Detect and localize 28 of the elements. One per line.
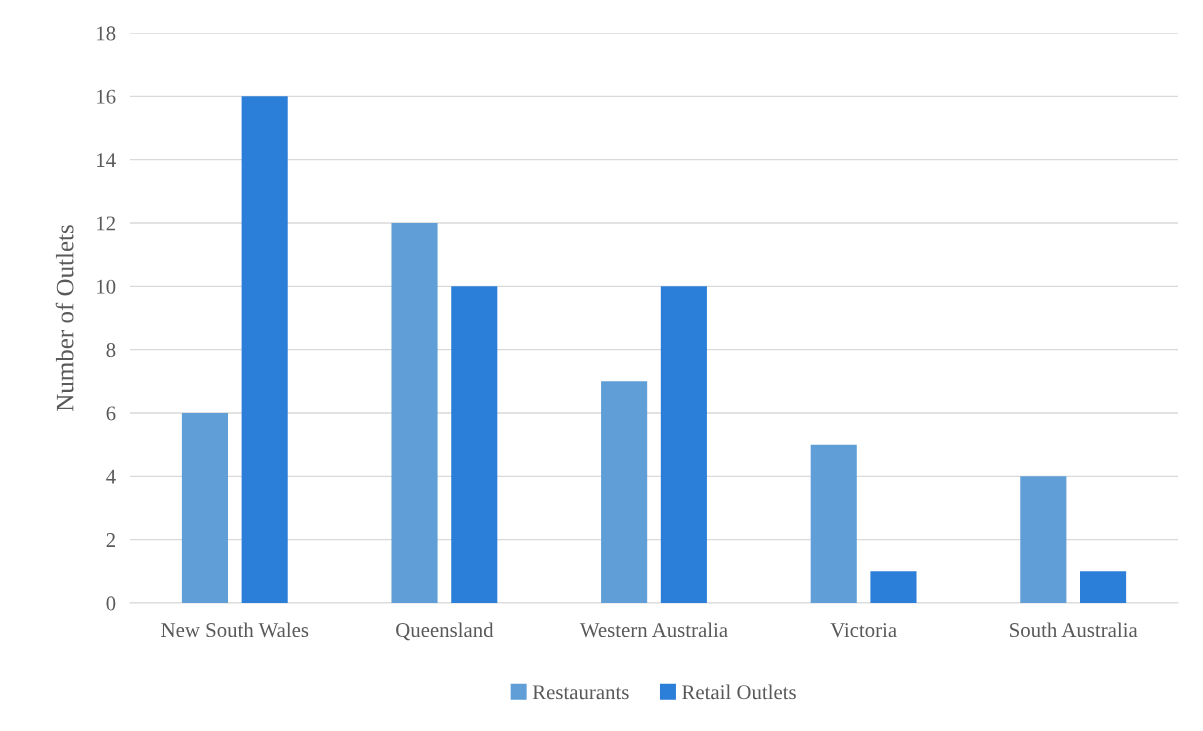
y-tick-label: 8: [106, 343, 116, 358]
legend-label: Retail Outlets: [682, 684, 796, 700]
x-tick-label: Queensland: [396, 622, 494, 641]
bar: [1020, 476, 1067, 603]
x-tick-label: South Australia: [1010, 622, 1138, 638]
y-tick-label: 2: [106, 533, 115, 547]
bar: [601, 381, 648, 603]
bar: [810, 444, 857, 603]
x-tick-label: New South Wales: [161, 622, 309, 638]
y-tick-label: 0: [106, 596, 116, 611]
y-tick-label: 14: [97, 153, 116, 167]
bar: [1080, 571, 1127, 603]
bar: [391, 223, 438, 603]
bar: [870, 571, 917, 603]
bar: [660, 286, 707, 603]
bar: [451, 286, 498, 603]
y-tick-label: 10: [97, 279, 116, 294]
bar: [181, 413, 228, 603]
y-tick-label: 6: [106, 406, 116, 421]
x-tick-label: Western Australia: [579, 622, 728, 638]
y-tick-label: 16: [97, 89, 116, 104]
y-axis-title: Number of Outlets: [55, 225, 74, 412]
x-tick-label: Victoria: [830, 623, 897, 638]
y-tick-label: 18: [97, 26, 116, 41]
legend-label: Restaurants: [532, 685, 629, 700]
y-tick-label: 4: [106, 469, 116, 484]
bar: [241, 96, 288, 603]
y-tick-label: 12: [97, 216, 115, 231]
